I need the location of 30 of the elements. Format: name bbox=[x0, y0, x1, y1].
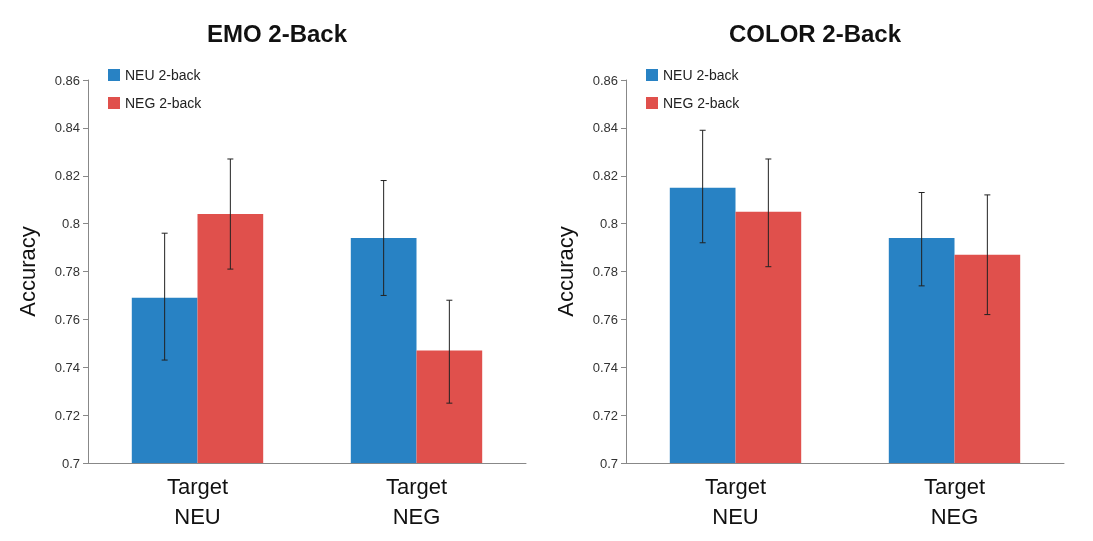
legend-label: NEU 2-back bbox=[663, 67, 740, 83]
y-tick-label: 0.86 bbox=[54, 72, 80, 88]
x-tick-label: Target NEG bbox=[923, 473, 986, 529]
y-tick-label: 0.7 bbox=[61, 455, 80, 471]
y-tick-label: 0.74 bbox=[592, 359, 618, 375]
y-axis-title: Accuracy bbox=[552, 226, 578, 317]
y-tick-label: 0.76 bbox=[54, 311, 80, 327]
x-tick-label: Target NEG bbox=[385, 473, 448, 529]
chart-title: COLOR 2-Back bbox=[728, 19, 902, 47]
y-tick-label: 0.78 bbox=[592, 264, 618, 279]
y-tick-label: 0.7 bbox=[599, 455, 618, 471]
y-axis-title: Accuracy bbox=[14, 226, 40, 317]
y-tick-label: 0.8 bbox=[61, 216, 80, 232]
y-tick-label: 0.78 bbox=[54, 264, 80, 279]
x-tick-label: Target NEU bbox=[166, 473, 229, 529]
legend-label: NEG 2-back bbox=[663, 95, 741, 111]
y-tick-label: 0.84 bbox=[592, 120, 618, 136]
legend-label: NEU 2-back bbox=[125, 67, 202, 83]
legend-label: NEG 2-back bbox=[125, 95, 203, 111]
y-tick-label: 0.82 bbox=[54, 168, 80, 184]
y-tick-label: 0.72 bbox=[592, 407, 618, 423]
x-tick-label: Target NEU bbox=[704, 473, 767, 529]
chart-title: EMO 2-Back bbox=[206, 19, 348, 47]
y-tick-label: 0.72 bbox=[54, 407, 80, 423]
y-tick-label: 0.74 bbox=[54, 359, 80, 375]
y-tick-label: 0.84 bbox=[54, 120, 80, 136]
y-tick-label: 0.86 bbox=[592, 72, 618, 88]
y-tick-label: 0.76 bbox=[592, 311, 618, 327]
y-tick-label: 0.82 bbox=[592, 168, 618, 184]
y-tick-label: 0.8 bbox=[599, 216, 618, 232]
